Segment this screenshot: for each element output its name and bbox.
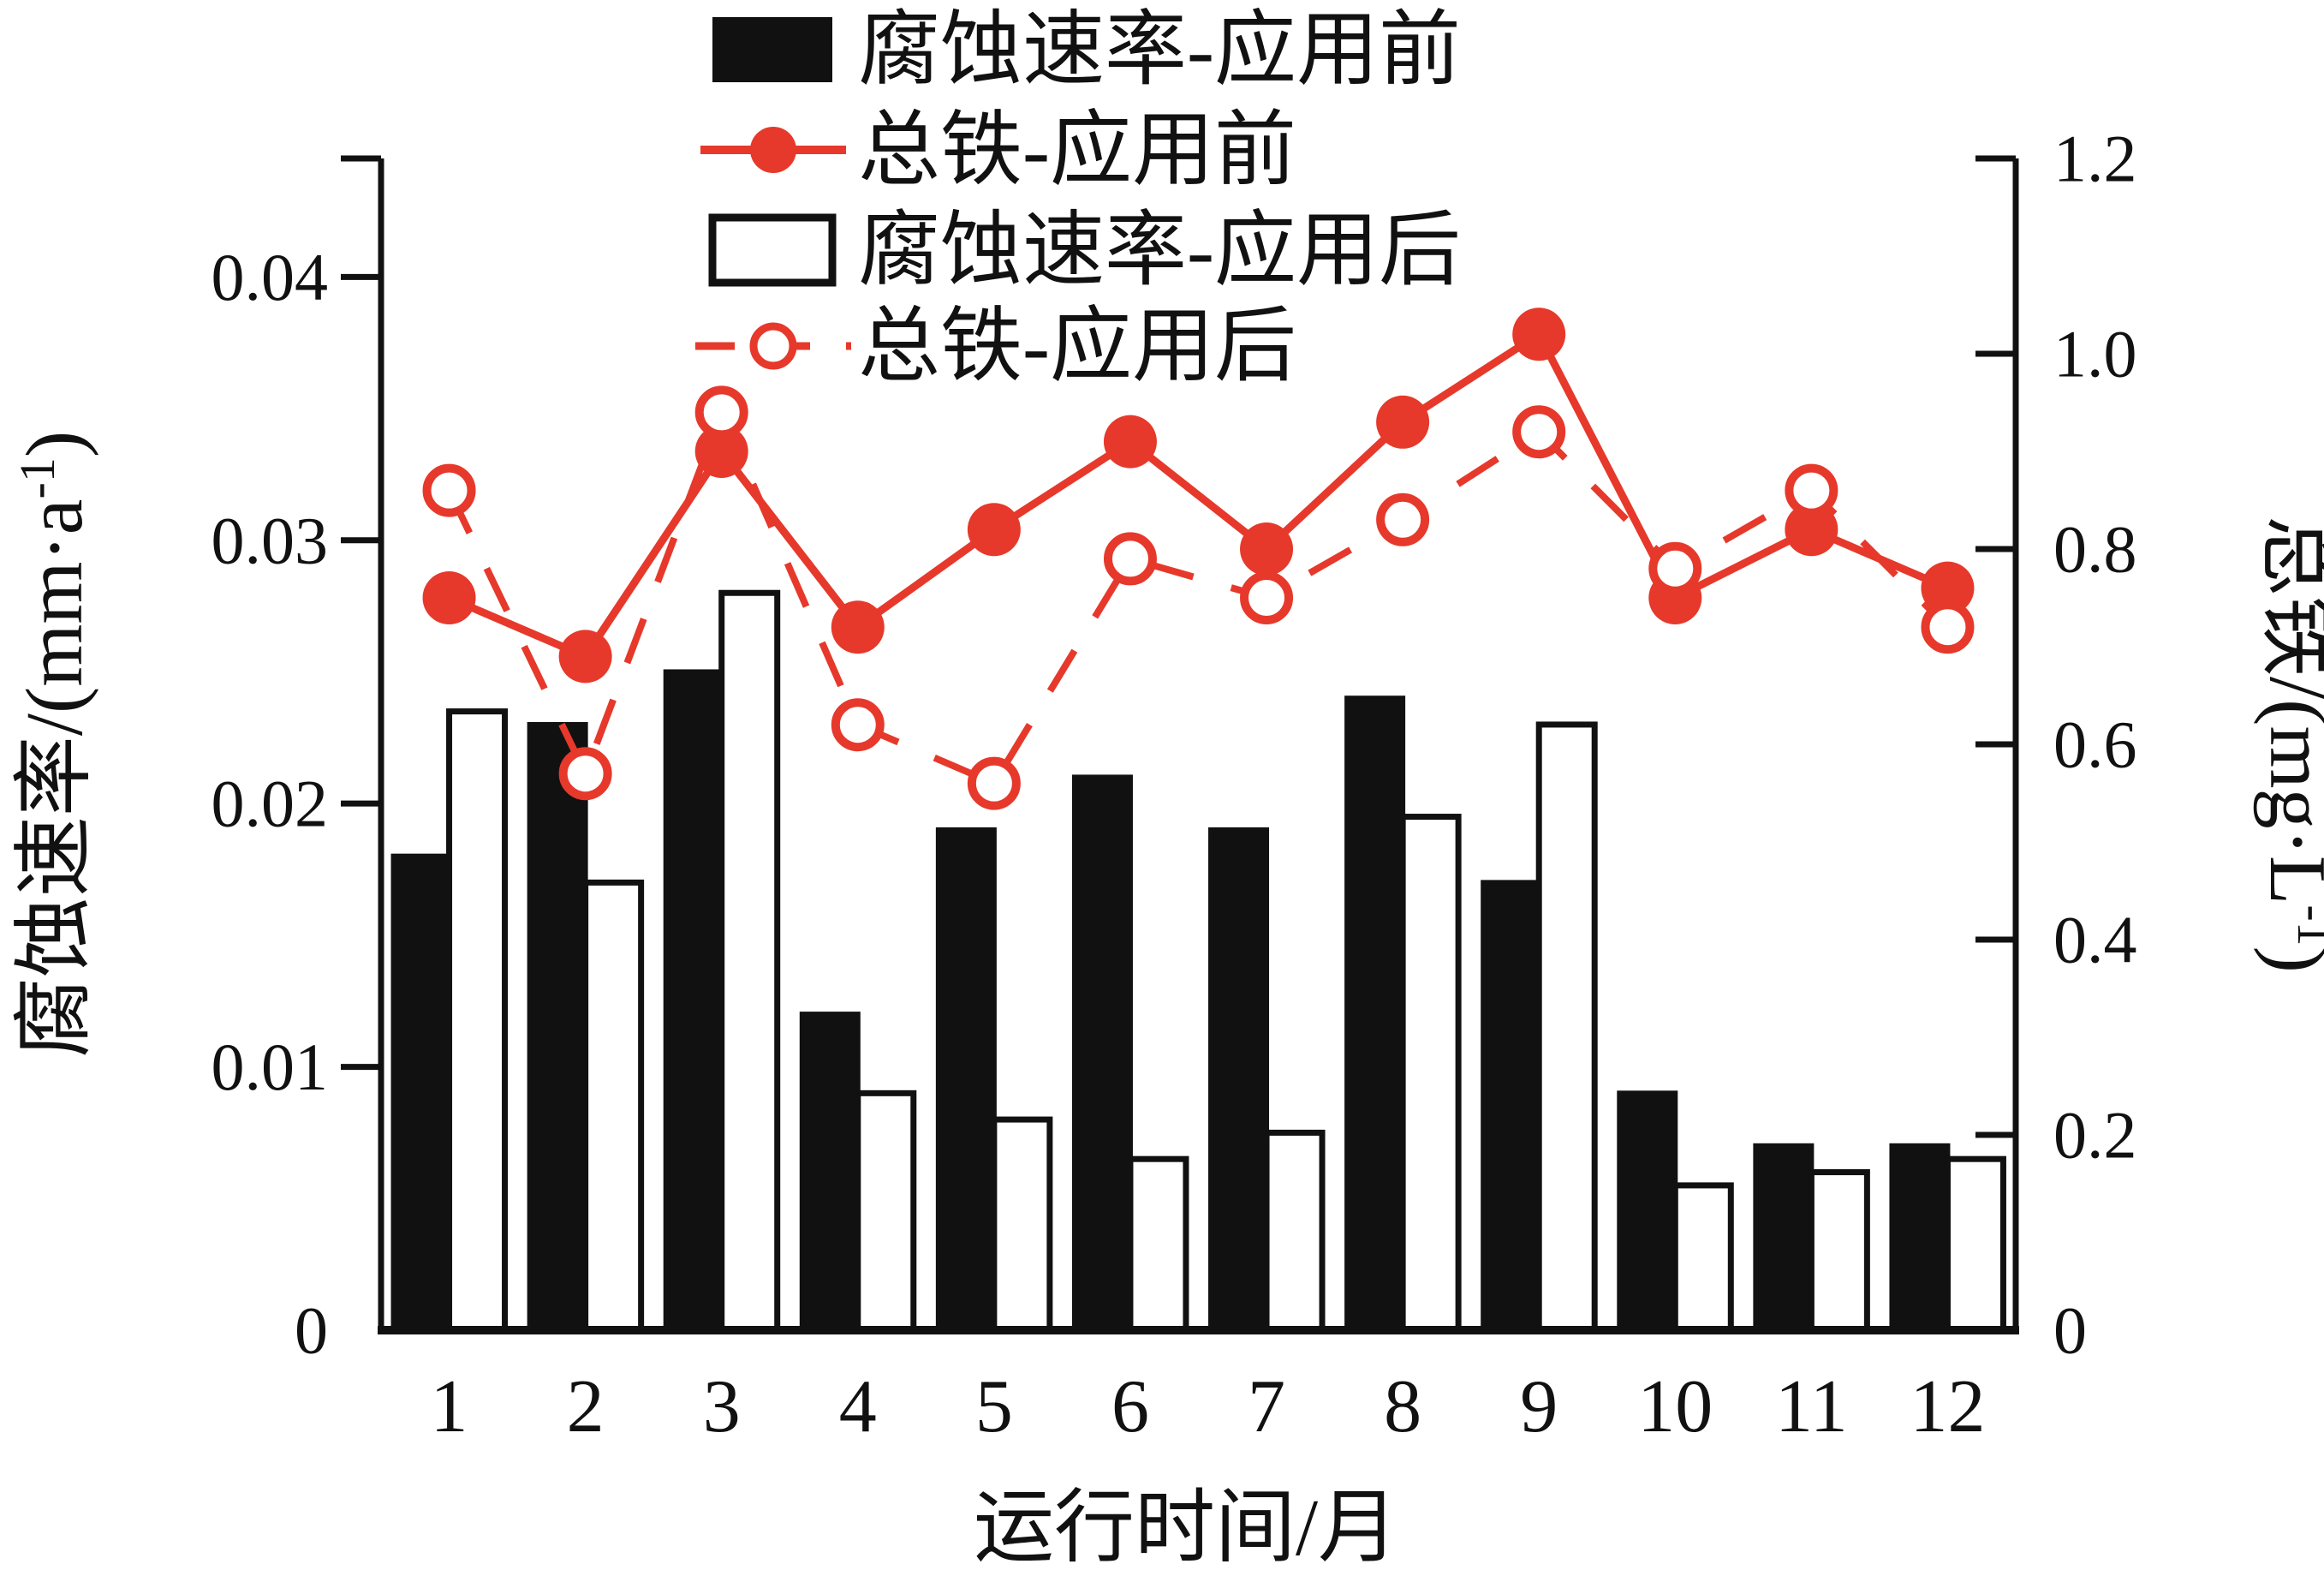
y-left-title-main: 腐蚀速率/(mm·a — [10, 498, 99, 1058]
y-right-tick-label-1.2: 1.2 — [2053, 122, 2137, 196]
y-left-tick-label-0.01: 0.01 — [212, 1030, 329, 1104]
x-tick-label-month-5: 5 — [975, 1365, 1013, 1448]
bar-corrosion-after-month-10 — [1671, 1182, 1734, 1334]
legend-label-corrosion-after: 腐蚀速率-应用后 — [858, 205, 1461, 296]
lines-group — [422, 307, 1975, 810]
marker-filled-dot-month-9 — [1512, 307, 1566, 361]
legend-label-iron-after: 总铁-应用后 — [858, 301, 1296, 392]
x-tick-label-month-4: 4 — [839, 1365, 877, 1448]
x-axis-title: 运行时间/月 — [974, 1483, 1398, 1573]
x-tick-label-month-9: 9 — [1520, 1365, 1558, 1448]
bar-corrosion-before-month-3 — [663, 669, 724, 1333]
y-left-tick-label-0: 0 — [295, 1293, 328, 1368]
marker-open-dot-month-11 — [1785, 463, 1838, 517]
bar-corrosion-after-month-6 — [1127, 1155, 1189, 1334]
marker-open-dot-month-8 — [1376, 493, 1430, 546]
bar-corrosion-before-month-12 — [1889, 1143, 1951, 1333]
y-right-tick-label-0.6: 0.6 — [2053, 707, 2137, 782]
bar-corrosion-before-month-1 — [390, 853, 452, 1333]
bar-corrosion-after-month-2 — [582, 879, 645, 1334]
marker-open-dot-month-5 — [967, 756, 1021, 810]
y-right-title-sup: -1 — [2287, 904, 2324, 946]
bar-corrosion-after-month-7 — [1263, 1129, 1326, 1334]
y-right-tick-label-1.0: 1.0 — [2053, 317, 2137, 391]
y-right-tick-label-0.8: 0.8 — [2053, 512, 2137, 587]
legend-label-corrosion-before: 腐蚀速率-应用前 — [858, 4, 1461, 96]
x-tick-label-month-6: 6 — [1111, 1365, 1149, 1448]
y-axis-title-left: 腐蚀速率/(mm·a-1) — [9, 431, 99, 1058]
legend-marker-filled-dot-icon — [750, 127, 796, 173]
bar-corrosion-before-month-7 — [1208, 827, 1270, 1333]
y-right-title-main: 总铁/(mg·L — [2253, 516, 2324, 904]
line-iron-after — [445, 403, 1951, 788]
y-left-tick-label-0.04: 0.04 — [212, 240, 329, 314]
marker-filled-dot-month-12 — [1921, 561, 1975, 615]
x-tick-label-month-8: 8 — [1384, 1365, 1421, 1448]
y-right-tick-label-0.2: 0.2 — [2053, 1098, 2137, 1173]
y-right-tick-label-0: 0 — [2053, 1293, 2087, 1368]
legend-label-iron-before: 总铁-应用前 — [858, 104, 1296, 196]
y-axis-title-right: 总铁/(mg·L-1) — [2253, 516, 2324, 973]
legend-marker-open-bar-icon — [708, 213, 837, 287]
marker-filled-dot-month-8 — [1376, 395, 1430, 449]
y-left-tick-label-0.03: 0.03 — [212, 503, 329, 577]
x-tick-label-month-1: 1 — [431, 1365, 468, 1448]
bar-corrosion-after-month-12 — [1944, 1155, 2006, 1334]
legend-marker-open-dot-icon — [749, 322, 797, 370]
marker-filled-dot-month-5 — [967, 503, 1021, 557]
x-tick-label-month-11: 11 — [1775, 1365, 1848, 1448]
y-right-tick-label-0.4: 0.4 — [2053, 903, 2137, 977]
marker-open-dot-month-4 — [831, 698, 885, 752]
bar-corrosion-before-month-9 — [1481, 880, 1542, 1334]
marker-filled-dot-month-4 — [831, 600, 885, 654]
marker-open-dot-month-10 — [1648, 541, 1702, 595]
marker-open-dot-month-7 — [1240, 571, 1294, 624]
marker-open-dot-month-1 — [422, 463, 476, 517]
x-tick-label-month-7: 7 — [1248, 1365, 1285, 1448]
x-tick-label-month-2: 2 — [567, 1365, 605, 1448]
marker-filled-dot-month-3 — [694, 425, 748, 478]
bar-corrosion-after-month-9 — [1535, 721, 1598, 1334]
marker-filled-dot-month-1 — [422, 571, 476, 624]
legend: 腐蚀速率-应用前 总铁-应用前 腐蚀速率-应用后 总铁-应用后 — [695, 4, 1461, 392]
bar-corrosion-before-month-6 — [1071, 774, 1133, 1333]
bar-corrosion-after-month-4 — [855, 1089, 917, 1334]
bar-corrosion-before-month-8 — [1344, 695, 1406, 1333]
y-left-title-sup: -1 — [9, 457, 65, 498]
bar-corrosion-before-month-5 — [935, 827, 997, 1333]
bar-corrosion-before-month-10 — [1617, 1090, 1678, 1333]
y-right-title-end: ) — [2253, 946, 2324, 973]
marker-open-dot-month-3 — [694, 385, 748, 439]
bar-corrosion-after-month-5 — [991, 1116, 1053, 1334]
marker-open-dot-month-9 — [1512, 405, 1566, 459]
bar-corrosion-after-month-3 — [718, 589, 781, 1334]
bar-corrosion-before-month-4 — [799, 1012, 861, 1333]
legend-marker-filled-bar-icon — [712, 17, 832, 82]
marker-filled-dot-month-2 — [558, 630, 612, 684]
x-tick-label-month-12: 12 — [1910, 1365, 1985, 1448]
bars-group — [390, 589, 2006, 1334]
bar-corrosion-after-month-8 — [1399, 814, 1462, 1334]
marker-open-dot-month-2 — [558, 747, 612, 801]
x-tick-label-month-3: 3 — [703, 1365, 741, 1448]
marker-open-dot-month-6 — [1103, 532, 1157, 586]
x-tick-label-month-10: 10 — [1637, 1365, 1713, 1448]
marker-filled-dot-month-11 — [1785, 503, 1838, 557]
y-left-title-end: ) — [10, 431, 99, 457]
bar-corrosion-before-month-11 — [1753, 1143, 1815, 1333]
bar-corrosion-after-month-11 — [1808, 1169, 1870, 1334]
bar-corrosion-after-month-1 — [446, 708, 509, 1334]
marker-filled-dot-month-7 — [1240, 522, 1294, 576]
marker-filled-dot-month-6 — [1103, 415, 1157, 469]
marker-open-dot-month-12 — [1921, 600, 1975, 654]
y-left-tick-label-0.02: 0.02 — [212, 767, 329, 841]
bar-corrosion-before-month-2 — [527, 721, 588, 1333]
